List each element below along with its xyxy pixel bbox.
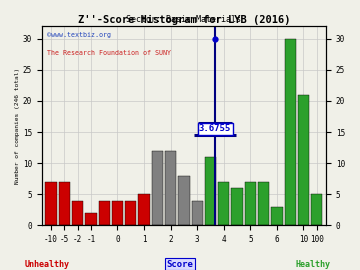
Title: Z''-Score Histogram for LYB (2016): Z''-Score Histogram for LYB (2016) bbox=[78, 15, 290, 25]
Bar bbox=[284, 39, 296, 225]
Bar bbox=[45, 182, 57, 225]
Text: Sector: Basic Materials: Sector: Basic Materials bbox=[126, 15, 242, 24]
Bar bbox=[205, 157, 216, 225]
Bar bbox=[99, 201, 110, 225]
Text: The Research Foundation of SUNY: The Research Foundation of SUNY bbox=[48, 50, 171, 56]
Y-axis label: Number of companies (246 total): Number of companies (246 total) bbox=[15, 68, 20, 184]
Bar bbox=[271, 207, 283, 225]
Bar bbox=[231, 188, 243, 225]
Bar bbox=[298, 94, 309, 225]
Text: Score: Score bbox=[167, 260, 193, 269]
Text: Healthy: Healthy bbox=[296, 260, 331, 269]
Bar bbox=[178, 176, 189, 225]
Bar bbox=[152, 151, 163, 225]
Bar bbox=[218, 182, 229, 225]
Bar bbox=[112, 201, 123, 225]
Bar bbox=[72, 201, 83, 225]
Bar bbox=[85, 213, 96, 225]
Text: ©www.textbiz.org: ©www.textbiz.org bbox=[48, 32, 112, 38]
Bar bbox=[258, 182, 269, 225]
Text: 3.6755: 3.6755 bbox=[199, 124, 231, 133]
Text: Unhealthy: Unhealthy bbox=[24, 260, 69, 269]
Bar bbox=[165, 151, 176, 225]
Bar bbox=[125, 201, 136, 225]
Bar bbox=[59, 182, 70, 225]
Bar bbox=[311, 194, 322, 225]
Bar bbox=[192, 201, 203, 225]
Bar bbox=[245, 182, 256, 225]
Bar bbox=[138, 194, 150, 225]
